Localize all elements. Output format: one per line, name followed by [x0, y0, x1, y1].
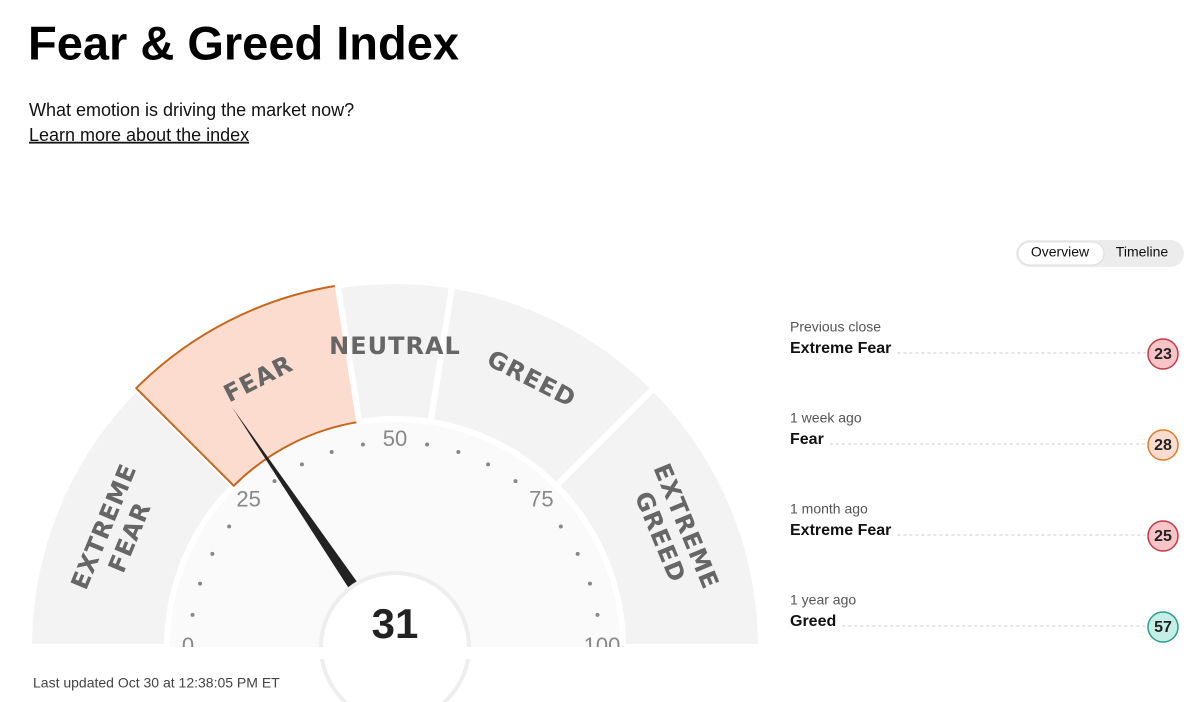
history-period: Previous close	[790, 319, 881, 335]
tick-dot	[456, 450, 461, 455]
history-label: Fear	[790, 431, 824, 448]
history-period: 1 month ago	[790, 501, 868, 517]
history-label: Extreme Fear	[790, 522, 891, 539]
history-badge	[1147, 520, 1179, 552]
tick-dot	[299, 462, 304, 467]
last-updated: Last updated Oct 30 at 12:38:05 PM ET	[33, 675, 280, 691]
tick-label: 50	[383, 426, 407, 451]
history-badge	[1147, 429, 1179, 461]
history-period: 1 week ago	[790, 410, 862, 426]
tick-dot	[190, 612, 195, 617]
tick-dot	[360, 442, 365, 447]
tick-dot	[575, 551, 580, 556]
needle-hub	[323, 575, 467, 702]
tab-active-bg	[1017, 241, 1105, 266]
history-label: Greed	[790, 613, 836, 630]
tab[interactable]: Timeline	[1116, 244, 1169, 260]
tab[interactable]: Overview	[1031, 244, 1090, 260]
tick-dot	[486, 462, 491, 467]
gauge-value: 31	[372, 600, 419, 647]
segment-label: NEUTRAL	[329, 332, 461, 360]
history-value: 25	[1154, 528, 1172, 545]
tick-dot	[227, 524, 232, 529]
history-value: 57	[1154, 619, 1172, 636]
tick-dot	[558, 524, 563, 529]
subtitle: What emotion is driving the market now?	[29, 100, 354, 120]
history-value: 28	[1154, 437, 1172, 454]
tick-dot	[272, 479, 277, 484]
tick-dot	[329, 450, 334, 455]
tick-dot	[595, 612, 600, 617]
history-value: 23	[1154, 346, 1172, 363]
tick-label: 25	[236, 486, 260, 511]
tick-dot	[587, 581, 592, 586]
segment-label-line: NEUTRAL	[329, 332, 461, 360]
page-title: Fear & Greed Index	[28, 16, 459, 69]
learn-more-link[interactable]: Learn more about the index	[29, 125, 249, 145]
tick-dot	[513, 479, 518, 484]
tick-dot	[198, 581, 203, 586]
history-period: 1 year ago	[790, 592, 856, 608]
history-label: Extreme Fear	[790, 340, 891, 357]
tick-dot	[425, 442, 430, 447]
segment	[553, 385, 764, 650]
gauge-base-cover	[0, 647, 780, 659]
history-badge	[1147, 338, 1179, 370]
history-badge	[1147, 611, 1179, 643]
tick-label: 75	[529, 486, 553, 511]
tick-dot	[210, 551, 215, 556]
